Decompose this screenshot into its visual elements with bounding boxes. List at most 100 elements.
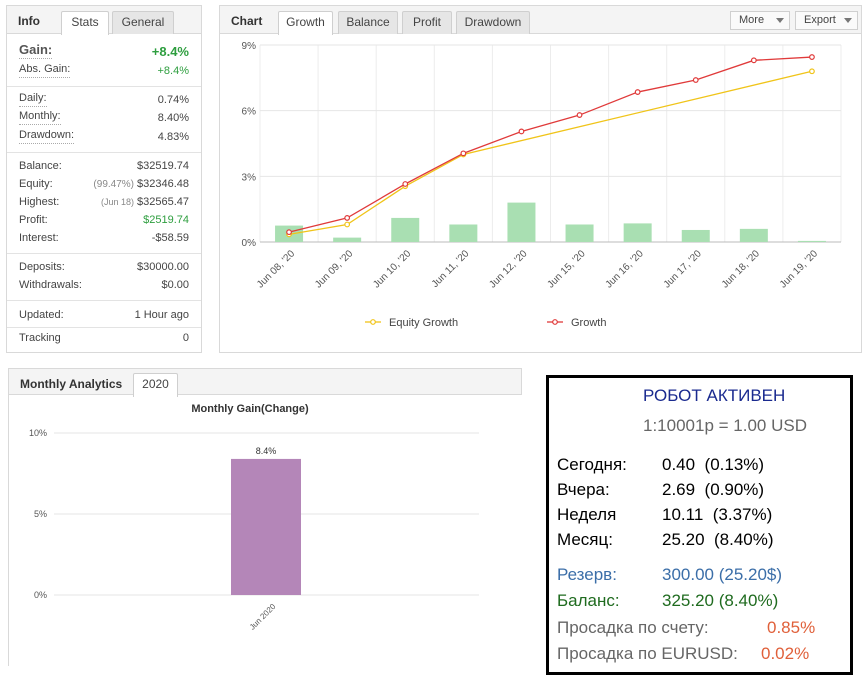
x-tick-label: Jun 15, '20 <box>546 248 588 290</box>
divider <box>7 253 201 254</box>
drawdown-account-value: 0.85% <box>767 618 816 637</box>
tab-year-2020[interactable]: 2020 <box>133 373 178 397</box>
tracking-row: Tracking 0 <box>19 329 189 347</box>
deposits-row: Deposits: $30000.00 <box>19 258 189 276</box>
chart-title: Chart <box>231 14 263 28</box>
updated-label: Updated: <box>19 309 64 321</box>
growth-line <box>288 56 812 233</box>
bar <box>333 237 362 242</box>
data-label: 8.4% <box>256 446 277 456</box>
bar <box>507 202 536 242</box>
monthly-value: 8.40% <box>157 112 189 124</box>
withdrawals-row: Withdrawals: $0.00 <box>19 276 189 294</box>
bar <box>449 224 478 242</box>
chart-panel: Chart Growth Balance Profit Drawdown Mor… <box>219 5 862 353</box>
y-tick-label: 6% <box>242 107 257 118</box>
drawdown-pair-value: 0.02% <box>761 644 810 663</box>
equity-label: Equity: <box>19 178 53 190</box>
data-point <box>692 77 699 83</box>
export-dropdown[interactable]: Export <box>795 11 858 30</box>
divider <box>7 300 201 301</box>
bar <box>565 224 594 242</box>
daily-label: Daily: <box>19 91 47 107</box>
bar <box>231 458 301 595</box>
highest-row: Highest: (Jun 18) $32565.47 <box>19 193 189 211</box>
more-label: More <box>739 14 765 26</box>
y-tick-label: 5% <box>34 509 47 519</box>
deposits-label: Deposits: <box>19 261 65 273</box>
drawdown-label: Drawdown: <box>19 128 75 144</box>
data-point <box>809 54 815 60</box>
tab-growth[interactable]: Growth <box>278 11 333 35</box>
balance-row: Balance: $32519.74 <box>19 157 189 175</box>
y-tick-label: 9% <box>242 41 257 52</box>
monthly-label: Monthly: <box>19 109 61 125</box>
highest-value: $32565.47 <box>137 196 189 208</box>
x-tick-label: Jun 17, '20 <box>662 248 704 290</box>
drawdown-account-label: Просадка по счету: <box>557 618 709 637</box>
x-tick-label: Jun 08, '20 <box>255 248 297 290</box>
x-tick-label: Jun 16, '20 <box>604 248 646 290</box>
data-point <box>750 57 757 64</box>
interest-row: Interest: -$58.59 <box>19 229 189 247</box>
more-dropdown[interactable]: More <box>730 11 790 30</box>
abs-gain-row: Abs. Gain: +8.4% <box>19 62 189 80</box>
week-label: Неделя <box>557 505 617 524</box>
x-tick-label: Jun 12, '20 <box>487 248 529 290</box>
tab-balance[interactable]: Balance <box>338 11 398 34</box>
analytics-tabbar: Monthly Analytics 2020 <box>8 368 522 397</box>
y-tick-label: 0% <box>34 590 47 600</box>
equity-percent: (99.47%) <box>93 179 134 190</box>
daily-row: Daily: 0.74% <box>19 91 189 109</box>
interest-value: -$58.59 <box>151 232 189 244</box>
robot-title: РОБОТ АКТИВЕН <box>643 386 786 405</box>
y-tick-label: 0% <box>242 238 257 249</box>
tab-general[interactable]: General <box>112 11 174 34</box>
tab-stats[interactable]: Stats <box>61 11 109 35</box>
export-label: Export <box>804 14 836 26</box>
gain-label: Gain: <box>19 42 53 59</box>
bar <box>391 217 420 242</box>
robot-status-box: РОБОТ АКТИВЕН 1:10001р = 1.00 USD Сегодн… <box>546 375 853 675</box>
today-label: Сегодня: <box>557 455 627 474</box>
withdrawals-label: Withdrawals: <box>19 279 82 291</box>
x-tick-label: Jun 10, '20 <box>371 248 413 290</box>
growth-chart: 0% 3% 6% 9% Jun 08, '20 Jun 09, '20 Jun 10, '2… <box>242 41 842 329</box>
drawdown-pair-label: Просадка по EURUSD: <box>557 644 738 663</box>
bar <box>623 223 652 242</box>
data-point <box>344 221 351 228</box>
divider <box>7 86 201 87</box>
chevron-down-icon <box>776 18 784 23</box>
chevron-down-icon <box>844 18 852 23</box>
y-tick-label: 3% <box>242 172 257 183</box>
divider <box>7 152 201 153</box>
abs-gain-value: +8.4% <box>157 65 190 77</box>
drawdown-value: 4.83% <box>157 131 189 143</box>
equity-row: Equity: (99.47%) $32346.48 <box>19 175 189 193</box>
tab-drawdown[interactable]: Drawdown <box>456 11 530 34</box>
info-title: Info <box>18 14 40 28</box>
legend-item: Equity Growth <box>365 317 458 329</box>
data-point <box>576 112 583 118</box>
yesterday-value: 2.69 (0.90%) <box>662 480 765 499</box>
tracking-value: 0 <box>182 332 189 344</box>
analytics-panel: Monthly Analytics 2020 Monthly Gain(Chan… <box>8 368 522 666</box>
monthly-gain-chart: Monthly Gain(Change) 0% 5% 10% 8.4% Jun 2020 <box>29 403 479 632</box>
legend-marker <box>370 319 376 325</box>
tracking-label: Tracking <box>19 332 61 344</box>
robot-leverage: 1:10001р = 1.00 USD <box>643 416 807 435</box>
data-point <box>634 89 641 95</box>
info-panel: Info Stats General Gain: +8.4% Abs. Gain… <box>6 5 202 353</box>
data-point <box>344 215 351 221</box>
bar <box>739 228 768 242</box>
data-point <box>518 128 525 135</box>
abs-gain-label: Abs. Gain: <box>19 62 71 78</box>
x-tick-label: Jun 2020 <box>248 602 278 632</box>
chart-tabbar: Chart Growth Balance Profit Drawdown Mor… <box>220 6 861 35</box>
panel-border <box>8 395 9 666</box>
highest-label: Highest: <box>19 196 60 208</box>
tab-profit[interactable]: Profit <box>402 11 452 34</box>
month-label: Месяц: <box>557 530 613 549</box>
updated-row: Updated: 1 Hour ago <box>19 306 189 324</box>
withdrawals-value: $0.00 <box>161 279 189 291</box>
